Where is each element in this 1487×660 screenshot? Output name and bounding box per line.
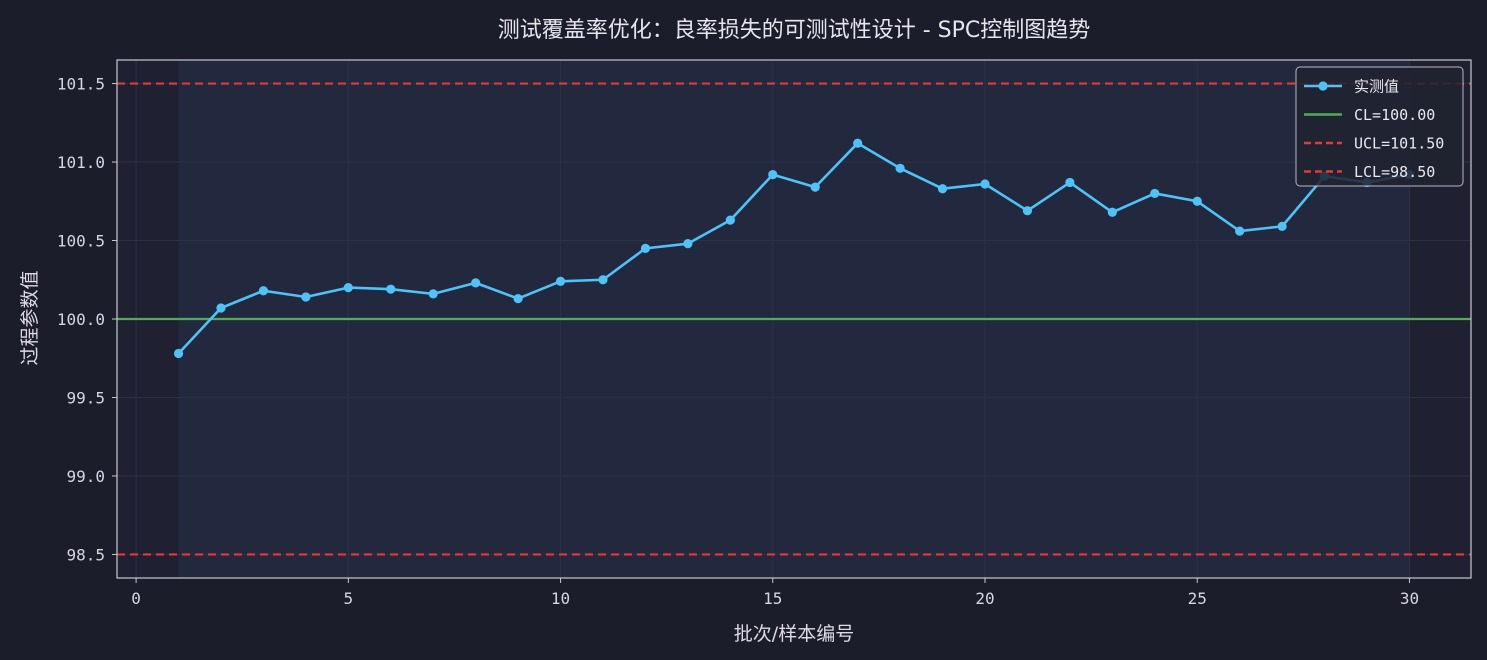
data-point: [853, 138, 863, 148]
data-point: [640, 243, 651, 253]
x-tick-label: 0: [131, 589, 141, 608]
y-tick-label: 101.5: [57, 75, 105, 94]
legend-label: LCL=98.50: [1354, 163, 1435, 181]
data-point: [1277, 221, 1287, 231]
legend-label: UCL=101.50: [1354, 135, 1444, 153]
data-point: [1065, 177, 1075, 188]
data-point: [343, 283, 353, 293]
x-tick-label: 5: [344, 589, 354, 608]
x-tick-label: 20: [975, 589, 994, 608]
y-axis-ticks: 98.5 99.0 99.5 100.0 100.5 101.0 101.5: [57, 75, 117, 564]
legend-marker: [1318, 81, 1328, 91]
y-tick-label: 99.0: [66, 467, 105, 486]
data-point: [216, 303, 226, 313]
data-point: [1192, 196, 1202, 206]
data-point: [555, 276, 566, 286]
x-axis-ticks: 0 5 10 15 20 25 30: [131, 578, 1419, 608]
data-point: [513, 293, 523, 304]
series-line: [177, 141, 1410, 355]
data-point: [937, 184, 948, 194]
data-point: [598, 275, 608, 285]
chart-title: 测试覆盖率优化：良率损失的可测试性设计 - SPC控制图趋势: [498, 18, 1091, 43]
data-point: [895, 163, 905, 173]
y-axis-label: 过程参数值: [19, 270, 41, 365]
data-point: [173, 348, 184, 359]
y-tick-label: 99.5: [66, 388, 105, 407]
legend-box: [1295, 66, 1464, 187]
data-point: [471, 278, 481, 288]
x-tick-label: 30: [1400, 589, 1419, 608]
data-point: [428, 289, 438, 299]
x-tick-label: 15: [763, 589, 782, 608]
legend-label: 实测值: [1354, 78, 1399, 96]
legend: 实测值 CL=100.00 UCL=101.50 LCL=98.50: [1295, 66, 1464, 187]
data-point: [980, 179, 990, 189]
data-point: [725, 215, 735, 225]
x-axis-label: 批次/样本编号: [734, 623, 854, 645]
data-point: [683, 239, 693, 249]
y-tick-label: 101.0: [57, 153, 105, 172]
y-tick-label: 98.5: [66, 545, 105, 564]
data-point: [258, 286, 269, 296]
data-point: [386, 284, 396, 294]
data-point: [1235, 226, 1245, 236]
legend-label: CL=100.00: [1354, 106, 1435, 124]
x-tick-label: 10: [551, 589, 570, 608]
data-point: [1107, 207, 1117, 217]
data-point: [768, 169, 778, 180]
data-point: [1150, 188, 1160, 199]
data-point: [301, 292, 311, 302]
control-lines: [117, 82, 1471, 556]
y-tick-label: 100.5: [57, 232, 105, 251]
data-point: [1022, 206, 1033, 216]
data-point: [810, 182, 820, 192]
x-tick-label: 25: [1188, 589, 1207, 608]
y-tick-label: 100.0: [57, 310, 105, 329]
